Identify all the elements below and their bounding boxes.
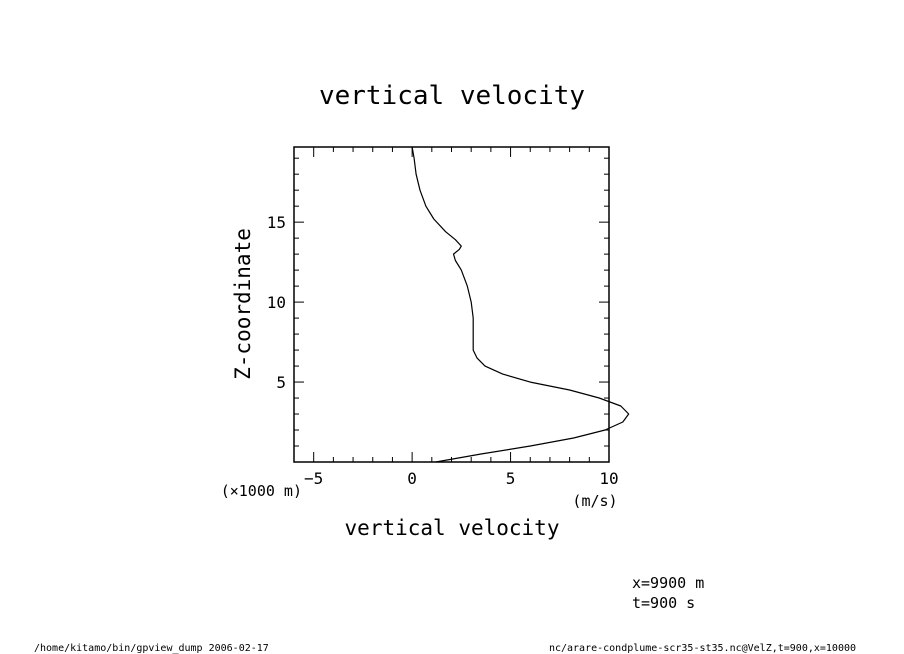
y-axis-unit: (×1000 m) <box>221 482 302 500</box>
x-axis-tick-labels: −5 0 5 10 <box>304 469 619 488</box>
y-tick-label: 15 <box>267 213 286 232</box>
time-annotation: t=900 s <box>632 594 695 612</box>
footer-right: nc/arare-condplume-scr35-st35.nc@VelZ,t=… <box>549 643 856 654</box>
x-tick-label: −5 <box>304 469 323 488</box>
x-tick-label: 10 <box>599 469 618 488</box>
series-group <box>411 146 630 463</box>
x-axis-unit: (m/s) <box>572 492 617 510</box>
y-axis-ticks <box>294 157 609 463</box>
y-axis-label: Z-coordinate <box>231 228 255 380</box>
position-annotation: x=9900 m <box>632 574 704 592</box>
chart-title: vertical velocity <box>319 81 585 111</box>
x-axis-ticks <box>293 147 610 462</box>
x-axis-label: vertical velocity <box>345 516 560 540</box>
series-line <box>411 146 630 463</box>
plot-frame <box>293 146 610 463</box>
y-tick-label: 10 <box>267 293 286 312</box>
footer-left: /home/kitamo/bin/gpview_dump 2006-02-17 <box>34 643 269 654</box>
x-tick-label: 5 <box>506 469 516 488</box>
y-axis-tick-labels: 5 10 15 <box>267 213 286 392</box>
x-tick-label: 0 <box>407 469 417 488</box>
y-tick-label: 5 <box>276 373 286 392</box>
